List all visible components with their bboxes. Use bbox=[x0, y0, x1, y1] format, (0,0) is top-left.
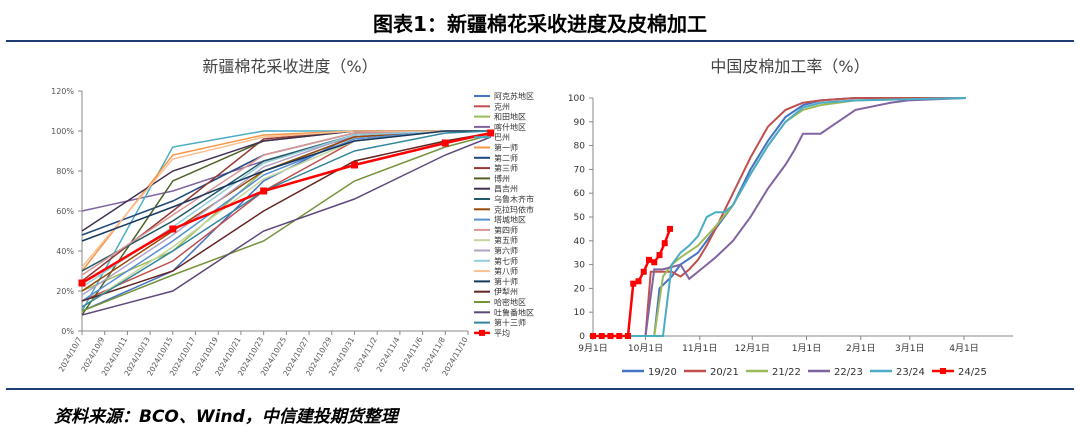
legend-label: 克拉玛依市 bbox=[494, 204, 534, 214]
y-tick-label: 30 bbox=[574, 261, 586, 271]
series-line bbox=[593, 97, 966, 337]
y-tick-label: 20% bbox=[56, 287, 74, 296]
legend-label: 昌吉州 bbox=[494, 185, 518, 194]
legend-label: 阿克苏地区 bbox=[494, 91, 534, 101]
x-tick-label: 3月1日 bbox=[895, 343, 924, 354]
x-tick-label: 10月1日 bbox=[628, 343, 663, 354]
legend-label: 24/25 bbox=[958, 367, 987, 378]
x-tick-label: 11月1日 bbox=[682, 343, 717, 354]
cotton-harvest-progress-chart: 新疆棉花采收进度（%）0%20%40%60%80%100%120%2024/10… bbox=[51, 57, 534, 377]
x-tick-label: 9月1日 bbox=[578, 343, 607, 354]
series-marker bbox=[661, 240, 668, 247]
legend-label: 哈密地区 bbox=[494, 297, 526, 307]
legend-label: 第十师 bbox=[494, 276, 518, 286]
series-line bbox=[593, 97, 966, 337]
y-tick-label: 0 bbox=[579, 332, 585, 342]
legend-label: 第八师 bbox=[494, 266, 518, 276]
y-tick-label: 0% bbox=[61, 327, 74, 336]
legend-label: 博州 bbox=[494, 173, 510, 183]
series-line bbox=[593, 97, 966, 337]
series-line bbox=[81, 131, 491, 285]
series-line bbox=[81, 134, 491, 312]
y-tick-label: 120% bbox=[51, 87, 74, 96]
legend-label: 塔城地区 bbox=[494, 215, 526, 225]
legend-label: 第五师 bbox=[494, 235, 518, 245]
y-tick-label: 100 bbox=[568, 94, 585, 104]
page-title: 图表1：新疆棉花采收进度及皮棉加工 bbox=[373, 12, 707, 36]
legend-label: 21/22 bbox=[772, 367, 801, 378]
y-tick-label: 60% bbox=[56, 207, 74, 216]
x-tick-label: 2月1日 bbox=[846, 343, 875, 354]
series-marker bbox=[651, 259, 658, 266]
series-marker bbox=[625, 333, 631, 339]
x-tick-label: 12月1日 bbox=[735, 343, 770, 354]
legend-marker bbox=[940, 368, 946, 374]
legend-label: 第四师 bbox=[494, 225, 518, 235]
series-marker bbox=[630, 280, 637, 287]
legend-label: 和田地区 bbox=[494, 112, 526, 122]
series-marker bbox=[350, 161, 358, 169]
series-marker bbox=[607, 333, 614, 339]
y-tick-label: 80% bbox=[56, 167, 74, 176]
top-divider bbox=[6, 40, 1074, 42]
legend-label: 19/20 bbox=[648, 367, 677, 378]
lint-cotton-processing-chart: 中国皮棉加工率（%） 0 10 20 30 40 50 60 70 80 90 100 9月1日 10月1… bbox=[568, 57, 1013, 378]
legend-label: 喀什地区 bbox=[494, 122, 526, 132]
y-tick-label: 10 bbox=[574, 308, 586, 318]
series-line bbox=[81, 130, 491, 242]
x-tick-label: 1月1日 bbox=[792, 343, 821, 354]
legend-label: 22/23 bbox=[834, 367, 863, 378]
x-tick-label: 4月1日 bbox=[949, 343, 978, 354]
series-marker bbox=[78, 279, 86, 287]
bottom-divider bbox=[6, 388, 1074, 390]
legend-label: 第二师 bbox=[494, 153, 518, 163]
series-marker bbox=[590, 333, 596, 339]
source-note: 资料来源：BCO、Wind，中信建投期货整理 bbox=[54, 407, 398, 427]
y-tick-label: 20 bbox=[574, 284, 586, 294]
series-marker bbox=[667, 225, 673, 232]
legend-label: 吐鲁番地区 bbox=[494, 307, 534, 317]
y-tick-label: 70 bbox=[574, 165, 586, 175]
legend-label: 第十三师 bbox=[494, 318, 526, 328]
series-marker bbox=[635, 278, 642, 285]
legend-label: 克州 bbox=[494, 102, 510, 111]
series-line bbox=[81, 130, 491, 312]
y-tick-label: 50 bbox=[574, 213, 586, 223]
series-marker bbox=[616, 333, 623, 339]
legend-label: 平均 bbox=[494, 328, 510, 338]
legend-label: 巴州 bbox=[494, 133, 510, 142]
series-marker bbox=[640, 268, 647, 275]
y-tick-label: 100% bbox=[51, 127, 74, 136]
y-tick-label: 80 bbox=[574, 142, 586, 152]
series-marker bbox=[441, 139, 449, 147]
legend-label: 乌鲁木齐市 bbox=[494, 194, 534, 204]
legend-label: 20/21 bbox=[710, 367, 739, 378]
legend-label: 第三师 bbox=[494, 163, 518, 173]
legend-label: 第六师 bbox=[494, 246, 518, 256]
series-marker bbox=[169, 225, 177, 233]
legend-label: 第一师 bbox=[494, 143, 518, 153]
series-marker bbox=[598, 333, 605, 339]
legend-marker bbox=[479, 329, 485, 336]
legend-label: 23/24 bbox=[896, 367, 925, 378]
legend-label: 第七师 bbox=[494, 256, 518, 266]
y-tick-label: 90 bbox=[574, 118, 586, 128]
series-marker bbox=[646, 256, 652, 263]
series-line bbox=[81, 136, 491, 316]
chart-title: 新疆棉花采收进度（%） bbox=[202, 57, 377, 76]
y-tick-label: 40% bbox=[56, 247, 74, 256]
legend-label: 伊犁州 bbox=[494, 287, 518, 297]
series-line bbox=[81, 130, 491, 308]
y-tick-label: 40 bbox=[574, 237, 586, 247]
series-marker bbox=[656, 252, 663, 259]
chart-title: 中国皮棉加工率（%） bbox=[710, 57, 869, 76]
series-marker bbox=[487, 129, 495, 137]
y-tick-label: 60 bbox=[574, 189, 586, 199]
series-marker bbox=[260, 187, 268, 195]
series-line bbox=[81, 132, 491, 302]
